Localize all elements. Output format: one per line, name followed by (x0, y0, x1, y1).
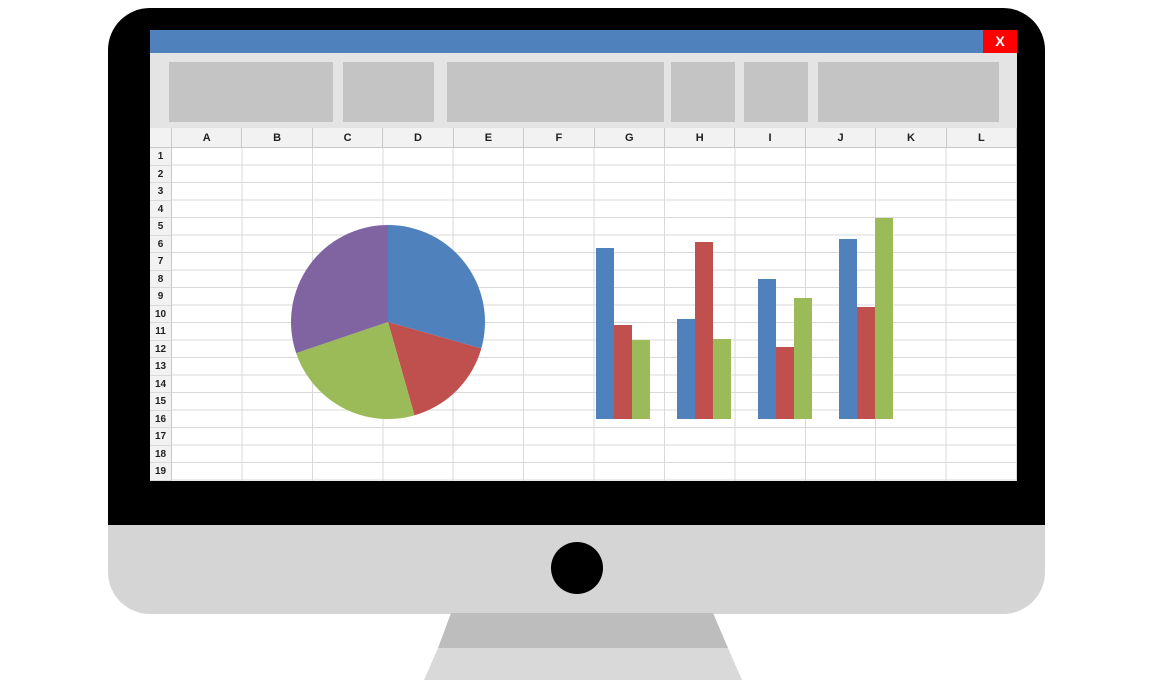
monitor-stand-base (424, 648, 742, 680)
bar-green-group4[interactable] (875, 217, 893, 419)
monitor-stand (420, 613, 750, 680)
close-button[interactable]: X (983, 30, 1017, 53)
row-header-7[interactable]: 7 (150, 253, 172, 271)
row-header-9[interactable]: 9 (150, 288, 172, 306)
row-header-15[interactable]: 15 (150, 393, 172, 411)
row-header-18[interactable]: 18 (150, 445, 172, 463)
bar-red-group2[interactable] (695, 242, 713, 419)
row-header-19[interactable]: 19 (150, 463, 172, 481)
column-header-L[interactable]: L (946, 128, 1017, 148)
column-header-B[interactable]: B (242, 128, 313, 148)
column-header-E[interactable]: E (453, 128, 525, 148)
monitor-logo-dot (551, 542, 603, 594)
bar-red-group3[interactable] (776, 347, 794, 419)
row-header-14[interactable]: 14 (150, 375, 172, 393)
toolbar-group-2[interactable] (343, 62, 434, 122)
toolbar-group-5[interactable] (744, 62, 808, 122)
bar-red-group4[interactable] (857, 307, 875, 419)
column-header-F[interactable]: F (524, 128, 595, 148)
bar-green-group1[interactable] (632, 340, 650, 419)
bar-red-group1[interactable] (614, 324, 632, 419)
row-header-17[interactable]: 17 (150, 428, 172, 446)
row-header-1[interactable]: 1 (150, 148, 172, 166)
row-header-6[interactable]: 6 (150, 235, 172, 253)
bar-blue-group3[interactable] (758, 279, 776, 419)
row-header-13[interactable]: 13 (150, 358, 172, 376)
column-header-G[interactable]: G (594, 128, 665, 148)
window-titlebar (150, 30, 1017, 53)
row-header-10[interactable]: 10 (150, 305, 172, 323)
bar-green-group3[interactable] (794, 298, 812, 419)
select-all-corner-cell[interactable] (150, 128, 172, 148)
chart-layer (150, 30, 1017, 481)
row-header-3[interactable]: 3 (150, 183, 172, 201)
toolbar-ribbon (150, 53, 1017, 128)
pie-slice-green[interactable] (296, 322, 415, 420)
toolbar-group-3[interactable] (447, 62, 664, 122)
column-header-J[interactable]: J (805, 128, 877, 148)
column-header-K[interactable]: K (876, 128, 947, 148)
column-header-I[interactable]: I (735, 128, 806, 148)
pie-slice-purple[interactable] (290, 225, 388, 354)
column-header-A[interactable]: A (172, 128, 243, 148)
pie-slice-red[interactable] (388, 322, 482, 416)
pie-chart[interactable] (288, 222, 488, 422)
bar-green-group2[interactable] (713, 338, 731, 419)
column-header-D[interactable]: D (383, 128, 454, 148)
row-header-11[interactable]: 11 (150, 323, 172, 341)
bar-blue-group1[interactable] (596, 247, 614, 419)
row-header-16[interactable]: 16 (150, 410, 172, 428)
row-header-12[interactable]: 12 (150, 340, 172, 358)
toolbar-group-6[interactable] (818, 62, 999, 122)
column-header-C[interactable]: C (312, 128, 384, 148)
toolbar-group-1[interactable] (169, 62, 333, 122)
row-header-4[interactable]: 4 (150, 200, 172, 218)
monitor-stand-neck (438, 613, 728, 648)
row-header-8[interactable]: 8 (150, 270, 172, 288)
bar-blue-group4[interactable] (839, 238, 857, 419)
toolbar-group-4[interactable] (671, 62, 735, 122)
row-header-5[interactable]: 5 (150, 218, 172, 236)
pie-slice-blue[interactable] (388, 225, 486, 349)
row-header-2[interactable]: 2 (150, 165, 172, 183)
row-header-column: 1 2 3 4 5 6 7 8 9 10 11 12 13 14 15 16 17 18 19 (150, 148, 172, 481)
bar-blue-group2[interactable] (677, 319, 695, 419)
column-header-H[interactable]: H (664, 128, 736, 148)
